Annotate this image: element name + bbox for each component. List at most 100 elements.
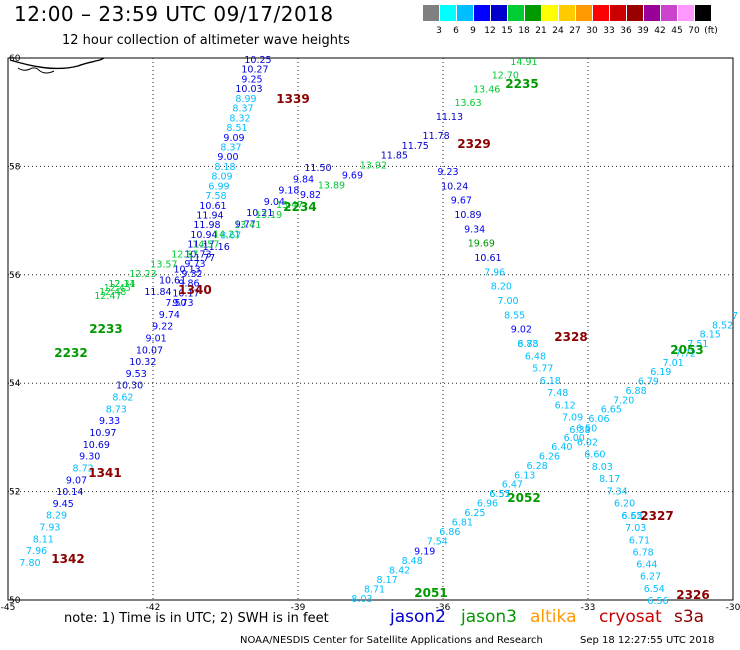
pass-time-label: 2051 <box>414 586 447 600</box>
scale-label: 6 <box>453 26 459 36</box>
swh-value: 13.92 <box>360 161 387 172</box>
swh-value: 11.85 <box>381 151 408 162</box>
swh-value: 13.89 <box>318 180 345 191</box>
swh-value: 13.57 <box>150 259 177 270</box>
scale-label: 12 <box>484 26 496 36</box>
swh-value: 6.78 <box>633 547 654 558</box>
pass-time-label: 2052 <box>507 491 540 505</box>
swh-value: 7.96 <box>484 267 505 278</box>
swh-value: 9.33 <box>99 416 120 427</box>
scale-swatch <box>661 5 677 21</box>
swh-value: 6.44 <box>636 560 657 571</box>
swh-value: 12.45 <box>104 283 131 294</box>
scale-label: 24 <box>552 26 564 36</box>
swh-value: 9.73 <box>184 259 205 270</box>
lat-tick-label: 56 <box>9 271 21 281</box>
swh-value: 9.82 <box>300 190 321 201</box>
swh-value: 6.60 <box>584 450 605 461</box>
swh-value: 8.29 <box>46 511 67 522</box>
swh-value: 8.55 <box>504 310 525 321</box>
swh-value: 12.34 <box>108 279 135 290</box>
swh-value: 7.93 <box>39 523 60 534</box>
swh-value: 10.17 <box>172 288 199 299</box>
map-frame <box>7 57 734 601</box>
scale-swatch <box>491 5 507 21</box>
swh-value: 9.18 <box>278 186 299 197</box>
lon-tick-label: -45 <box>1 603 16 613</box>
swh-value: 11.13 <box>436 112 463 123</box>
swh-value: 9.07 <box>66 475 87 486</box>
swh-value: 10.61 <box>159 276 186 287</box>
swh-value: 6.71 <box>629 535 650 546</box>
swh-value: 11.16 <box>203 242 230 253</box>
swh-value: 6.38 <box>569 425 590 436</box>
coastline-island <box>17 67 55 74</box>
swh-value: 7.72 <box>675 348 696 359</box>
lat-tick-label: 58 <box>9 162 21 172</box>
swh-value: 7.03 <box>625 523 646 534</box>
scale-label: 70 <box>688 26 700 36</box>
generated-timestamp: Sep 18 12:27:55 UTC 2018 <box>580 635 715 646</box>
legend-s3a: s3a <box>674 607 705 627</box>
swh-value: 5.77 <box>532 364 553 375</box>
swh-value: 8.62 <box>112 393 133 404</box>
swh-value: 11.75 <box>402 141 429 152</box>
swh-value: 7.50 <box>165 298 186 309</box>
scale-label: 18 <box>518 26 530 36</box>
swh-value: 7.58 <box>205 191 226 202</box>
scale-swatch <box>457 5 473 21</box>
lon-tick-label: -42 <box>146 603 161 613</box>
swh-value: 6.52 <box>621 511 642 522</box>
swh-value: 9.45 <box>53 499 74 510</box>
swh-value: 10.30 <box>116 381 143 392</box>
swh-value: 9.53 <box>126 369 147 380</box>
swh-value: 8.52 <box>712 320 733 331</box>
swh-value: 10.03 <box>235 84 262 95</box>
swh-value: 6.55 <box>489 489 510 500</box>
scale-swatch <box>474 5 490 21</box>
swh-value: 6.56 <box>647 596 668 607</box>
pass-time-label: 2327 <box>640 509 673 523</box>
lat-tick-label: 60 <box>9 54 21 64</box>
swh-value: 8.32 <box>229 113 250 124</box>
lon-tick-label: -33 <box>581 603 596 613</box>
scale-label: 27 <box>569 26 581 36</box>
credit-line: NOAA/NESDIS Center for Satellite Applica… <box>240 635 543 646</box>
swh-value: 8.17 <box>377 575 398 586</box>
swh-value: 13.47 <box>276 200 303 211</box>
swh-value: 8.99 <box>235 94 256 105</box>
swh-value: 10.61 <box>199 201 226 212</box>
scale-label: 39 <box>637 26 649 36</box>
swh-value: 8.51 <box>226 123 247 134</box>
swh-value: 9.77 <box>235 219 256 230</box>
swh-value: 9.00 <box>217 152 238 163</box>
scale-label: 36 <box>620 26 632 36</box>
swh-value: 10.14 <box>56 487 83 498</box>
swh-value: 7.54 <box>427 537 448 548</box>
swh-value: 14.21 <box>213 230 240 241</box>
legend-cryosat: cryosat <box>599 607 662 627</box>
swh-value: 7 <box>732 311 738 322</box>
swh-value: 6.54 <box>644 584 665 595</box>
swh-value: 13.19 <box>255 210 282 221</box>
swh-value: 12.70 <box>492 71 519 82</box>
swh-value: 6.65 <box>621 511 642 522</box>
pass-time-label: 1339 <box>276 92 309 106</box>
swh-value: 6.28 <box>527 461 548 472</box>
pass-time-label: 2234 <box>283 200 316 214</box>
swh-value: 6.27 <box>640 572 661 583</box>
swh-value: 10.97 <box>89 428 116 439</box>
lat-tick-label: 54 <box>9 379 21 389</box>
swh-value: 10.27 <box>241 65 268 76</box>
scale-swatch <box>440 5 456 21</box>
pass-time-label: 1341 <box>88 466 121 480</box>
swh-value: 13.46 <box>473 84 500 95</box>
scale-label: 33 <box>603 26 615 36</box>
page-subtitle: 12 hour collection of altimeter wave hei… <box>62 33 350 48</box>
swh-value: 6.81 <box>452 518 473 529</box>
swh-value: 7.48 <box>547 388 568 399</box>
swh-value: 13.41 <box>234 220 261 231</box>
swh-value: 9.32 <box>181 269 202 280</box>
swh-value: 10.73 <box>184 249 211 260</box>
swh-value: 6.12 <box>555 400 576 411</box>
